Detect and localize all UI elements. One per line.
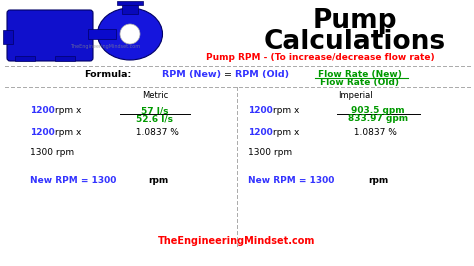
Text: rpm: rpm [148,176,168,185]
Text: 1200: 1200 [248,128,273,137]
Text: TheEngineeringMindset.com: TheEngineeringMindset.com [70,44,140,49]
Text: Imperial: Imperial [337,91,372,100]
Text: TheEngineeringMindset.com: TheEngineeringMindset.com [158,236,316,246]
Text: Pump RPM - (To increase/decrease flow rate): Pump RPM - (To increase/decrease flow ra… [206,53,434,62]
Text: RPM (New): RPM (New) [163,70,221,79]
Text: Pump: Pump [313,8,397,34]
Text: 1300 rpm: 1300 rpm [248,148,292,157]
FancyBboxPatch shape [3,30,13,44]
Text: rpm x: rpm x [270,106,300,115]
Text: Calculations: Calculations [264,29,446,55]
Text: rpm x: rpm x [52,106,82,115]
Text: 57 l/s: 57 l/s [141,106,169,115]
Text: 1200: 1200 [248,106,273,115]
FancyBboxPatch shape [55,56,75,61]
Text: 1200: 1200 [30,106,55,115]
FancyBboxPatch shape [117,1,143,5]
Text: Metric: Metric [142,91,168,100]
Text: Flow Rate (Old): Flow Rate (Old) [320,78,400,87]
Text: 833.97 gpm: 833.97 gpm [348,114,408,123]
Text: New RPM = 1300: New RPM = 1300 [30,176,119,185]
FancyBboxPatch shape [2,2,202,66]
Circle shape [120,24,140,44]
Text: 903.5 gpm: 903.5 gpm [351,106,405,115]
FancyBboxPatch shape [15,56,35,61]
Text: rpm x: rpm x [270,128,300,137]
Text: 52.6 l/s: 52.6 l/s [137,114,173,123]
Text: rpm: rpm [368,176,388,185]
Ellipse shape [98,8,163,60]
Text: Flow Rate (New): Flow Rate (New) [318,70,402,79]
FancyBboxPatch shape [88,29,116,39]
Text: rpm x: rpm x [52,128,82,137]
Text: 1300 rpm: 1300 rpm [30,148,74,157]
FancyBboxPatch shape [7,10,93,61]
Text: 1200: 1200 [30,128,55,137]
Text: Formula:: Formula: [84,70,132,79]
Text: 1.0837 %: 1.0837 % [348,128,397,137]
Text: =: = [224,70,232,79]
Text: RPM (Old): RPM (Old) [235,70,289,79]
Text: New RPM = 1300: New RPM = 1300 [248,176,337,185]
Text: 1.0837 %: 1.0837 % [130,128,179,137]
FancyBboxPatch shape [122,2,138,14]
